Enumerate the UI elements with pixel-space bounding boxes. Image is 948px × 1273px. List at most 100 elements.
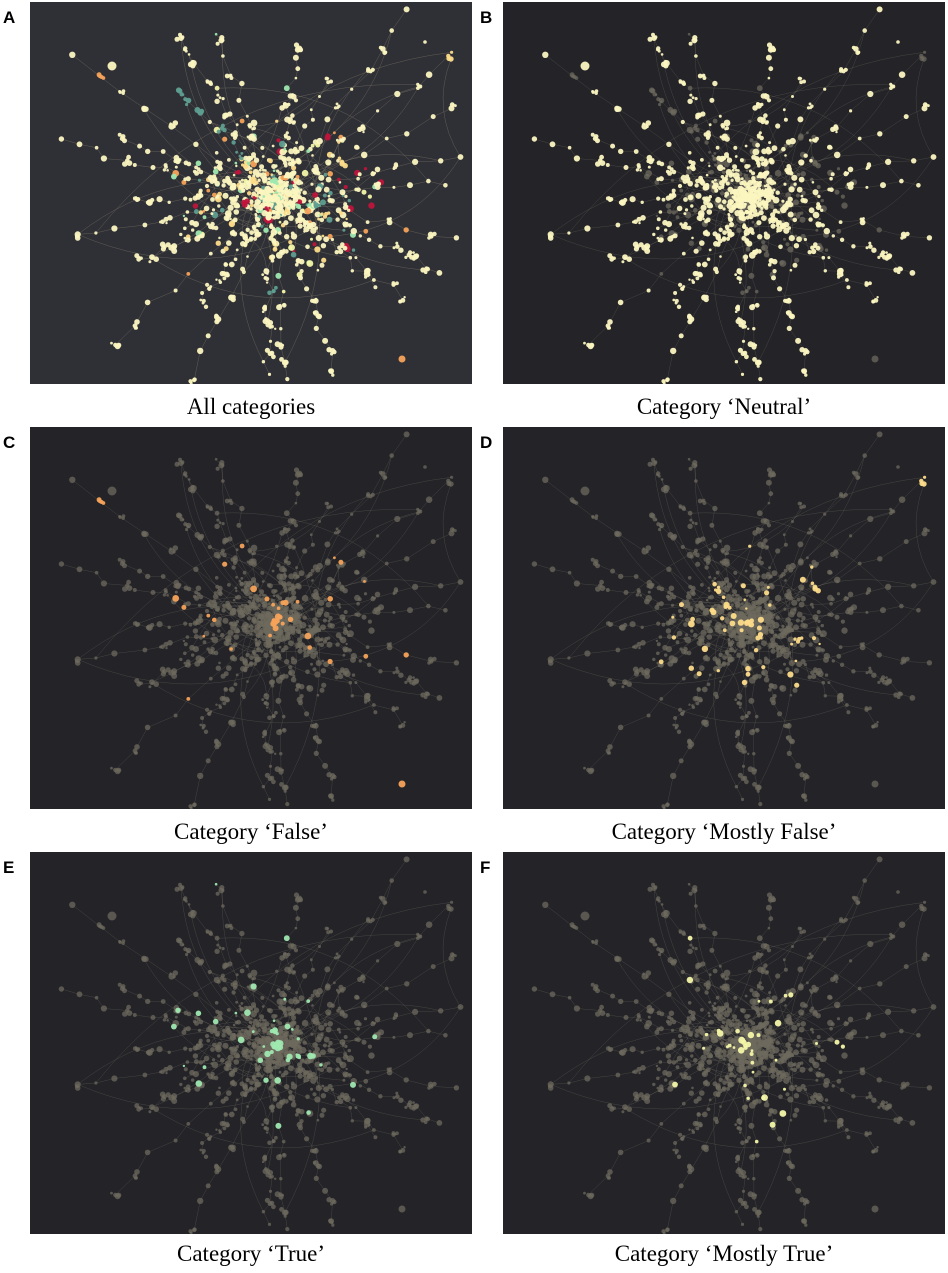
node [173, 579, 180, 586]
edge [550, 219, 803, 260]
node [288, 184, 294, 190]
network-graph-d [503, 427, 945, 809]
edge [211, 181, 255, 228]
node [720, 175, 725, 179]
node [694, 54, 698, 58]
node [172, 545, 179, 551]
node [876, 227, 882, 233]
node [192, 195, 198, 201]
node [335, 217, 340, 222]
node [224, 498, 230, 504]
node [783, 117, 788, 122]
node [167, 625, 171, 629]
node [605, 163, 610, 167]
node [670, 347, 677, 355]
node [232, 598, 236, 602]
node [185, 601, 191, 607]
node [288, 665, 293, 670]
node [289, 199, 292, 202]
node [231, 607, 237, 613]
node [195, 193, 200, 197]
edge [222, 480, 231, 501]
node [721, 170, 726, 174]
node [250, 119, 258, 127]
node [116, 342, 122, 348]
node [238, 154, 242, 158]
node [190, 484, 195, 490]
node [768, 221, 771, 224]
node [294, 471, 301, 478]
node [365, 692, 371, 699]
node [295, 582, 301, 589]
node [427, 661, 431, 665]
node [691, 279, 694, 282]
node [758, 171, 763, 176]
node [687, 319, 693, 325]
node [268, 339, 273, 343]
edge [792, 82, 802, 97]
node [686, 166, 690, 170]
node [156, 196, 163, 203]
node [235, 248, 239, 252]
node [232, 217, 238, 223]
node [797, 116, 804, 123]
node [761, 215, 767, 222]
node [214, 98, 220, 105]
node [242, 202, 248, 208]
node [270, 254, 276, 260]
edge [238, 508, 243, 526]
node [340, 138, 345, 143]
node [216, 518, 220, 522]
node [305, 669, 310, 675]
node [404, 556, 410, 562]
node [248, 124, 253, 129]
node [220, 632, 225, 638]
node [728, 217, 734, 223]
node [757, 163, 761, 168]
node [74, 234, 79, 238]
edge [332, 664, 337, 678]
node [323, 236, 329, 243]
node [812, 211, 820, 219]
node [395, 666, 399, 670]
node [231, 565, 236, 570]
node [762, 161, 768, 167]
node [339, 161, 346, 167]
node [717, 164, 724, 172]
edge [428, 55, 449, 75]
node [449, 102, 455, 108]
node [339, 586, 346, 592]
node [141, 530, 147, 537]
node [292, 479, 299, 486]
node [330, 662, 334, 667]
node [295, 566, 299, 570]
panel-letter-c: C [3, 433, 16, 452]
node [283, 607, 289, 613]
node [179, 232, 183, 237]
node [208, 251, 213, 256]
node [201, 298, 206, 303]
node [268, 633, 272, 638]
edge [607, 589, 627, 593]
node [256, 616, 260, 620]
node [356, 176, 360, 181]
node [229, 642, 232, 646]
node [268, 764, 273, 768]
edge [692, 97, 700, 116]
edge [823, 682, 826, 696]
node [169, 122, 172, 125]
edge [545, 54, 574, 77]
node [234, 595, 239, 600]
node [317, 642, 321, 646]
node [215, 278, 218, 281]
node [787, 201, 794, 208]
node [179, 92, 184, 97]
node [756, 364, 760, 368]
node [284, 196, 289, 202]
node [343, 627, 348, 632]
node [272, 594, 276, 597]
node [392, 610, 396, 614]
edge [680, 208, 734, 225]
node [708, 248, 712, 252]
node [217, 204, 221, 208]
